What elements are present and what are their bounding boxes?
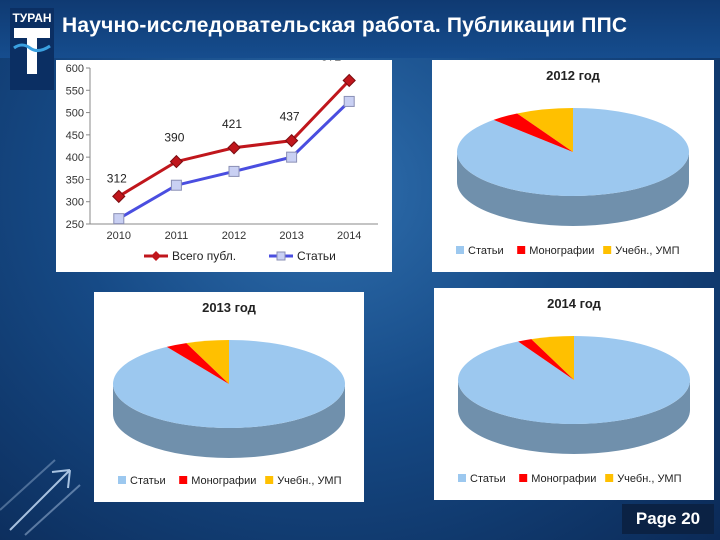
- data-label: 390: [164, 131, 184, 145]
- page-number: Page 20: [622, 504, 714, 534]
- arrow-decoration-icon: [0, 459, 81, 536]
- data-point: [342, 73, 356, 88]
- data-point: [286, 151, 298, 163]
- data-point: [343, 95, 355, 107]
- pie-chart-2012: 2012 год Статьи Монографии Учебн., УМП: [456, 68, 689, 257]
- legend-label-1: Статьи: [130, 475, 166, 487]
- legend-label-1: Статьи: [470, 473, 506, 485]
- y-tick-label: 250: [66, 219, 84, 231]
- legend-swatch: [605, 474, 614, 482]
- line-chart-panel: 250 300 350 400 450 500 550 600 2010 2011 2012 2013…: [56, 49, 392, 272]
- legend-marker: [276, 251, 286, 261]
- legend-label-1: Всего публ.: [172, 249, 236, 263]
- pie-side-wall: [457, 152, 689, 226]
- pie-slice: [531, 336, 574, 380]
- legend-swatch: [603, 246, 612, 254]
- legend-marker: [151, 251, 161, 261]
- chart-title: 2013 год: [202, 300, 257, 315]
- x-tick-label: 2013: [279, 230, 303, 242]
- pie-slice: [186, 340, 229, 384]
- line-chart: 250 300 350 400 450 500 550 600 2010 2011 2012 2013…: [66, 49, 378, 263]
- y-tick-label: 400: [66, 152, 84, 164]
- pie-chart-2013: 2013 год Статьи Монографии Учебн., УМП: [113, 300, 345, 487]
- pie-2014-panel: 2014 год Статьи Монографии Учебн., УМП: [434, 288, 714, 500]
- x-tick-label: 2012: [222, 230, 246, 242]
- x-tick-label: 2010: [107, 230, 131, 242]
- slide-title: Научно-исследовательская работа. Публика…: [62, 14, 628, 37]
- pie-slice-статьи: [457, 108, 689, 197]
- y-tick-label: 500: [66, 108, 84, 120]
- pie-side-wall: [458, 380, 690, 454]
- y-tick-label: 350: [66, 174, 84, 186]
- data-label: 437: [280, 110, 300, 124]
- legend-label-2: Монографии: [531, 473, 596, 485]
- pie-side-wall: [113, 384, 345, 458]
- data-label: 312: [107, 171, 127, 185]
- legend-label-2: Статьи: [297, 249, 336, 263]
- data-point: [169, 154, 184, 169]
- pie-slice: [493, 113, 573, 152]
- legend-swatch: [458, 474, 466, 482]
- data-point: [112, 189, 126, 204]
- pie-slice: [517, 108, 573, 152]
- data-point: [113, 213, 125, 225]
- data-point: [170, 179, 182, 191]
- legend-label-3: Учебн., УМП: [615, 245, 679, 257]
- data-point: [284, 133, 299, 148]
- legend-label-2: Монографии: [191, 475, 256, 487]
- legend-swatch: [519, 474, 528, 482]
- legend-swatch: [456, 246, 464, 254]
- data-label: 572: [321, 60, 341, 63]
- y-tick-label: 450: [66, 130, 84, 142]
- legend-swatch: [179, 476, 188, 484]
- y-tick-label: 550: [66, 85, 84, 97]
- chart-title: 2012 год: [546, 68, 601, 83]
- pie-2013-panel: 2013 год Статьи Монографии Учебн., УМП: [94, 292, 364, 502]
- chart-title: 2014 год: [547, 296, 602, 311]
- data-label: 421: [222, 117, 242, 131]
- legend-swatch: [265, 476, 274, 484]
- data-point: [227, 141, 241, 155]
- legend-label-3: Учебн., УМП: [617, 473, 681, 485]
- legend-label-2: Монографии: [529, 245, 594, 257]
- x-tick-label: 2011: [165, 230, 189, 242]
- legend-label-1: Статьи: [468, 245, 504, 257]
- pie-slice: [166, 343, 229, 384]
- y-tick-label: 300: [66, 197, 84, 209]
- pie-2012-panel: 2012 год Статьи Монографии Учебн., УМП: [432, 60, 714, 272]
- header-bar: [0, 0, 720, 58]
- y-tick-label: 600: [66, 63, 84, 75]
- x-tick-label: 2014: [337, 230, 361, 242]
- pie-slice: [518, 339, 574, 380]
- legend-label-3: Учебн., УМП: [277, 475, 341, 487]
- legend-swatch: [118, 476, 126, 484]
- legend-swatch: [517, 246, 526, 254]
- pie-chart-2014: 2014 год Статьи Монографии Учебн., УМП: [458, 296, 690, 485]
- series-line-1: [118, 79, 351, 198]
- data-point: [228, 165, 240, 177]
- turan-logo-icon: ТУРАН: [10, 8, 54, 90]
- logo-text: ТУРАН: [12, 11, 51, 25]
